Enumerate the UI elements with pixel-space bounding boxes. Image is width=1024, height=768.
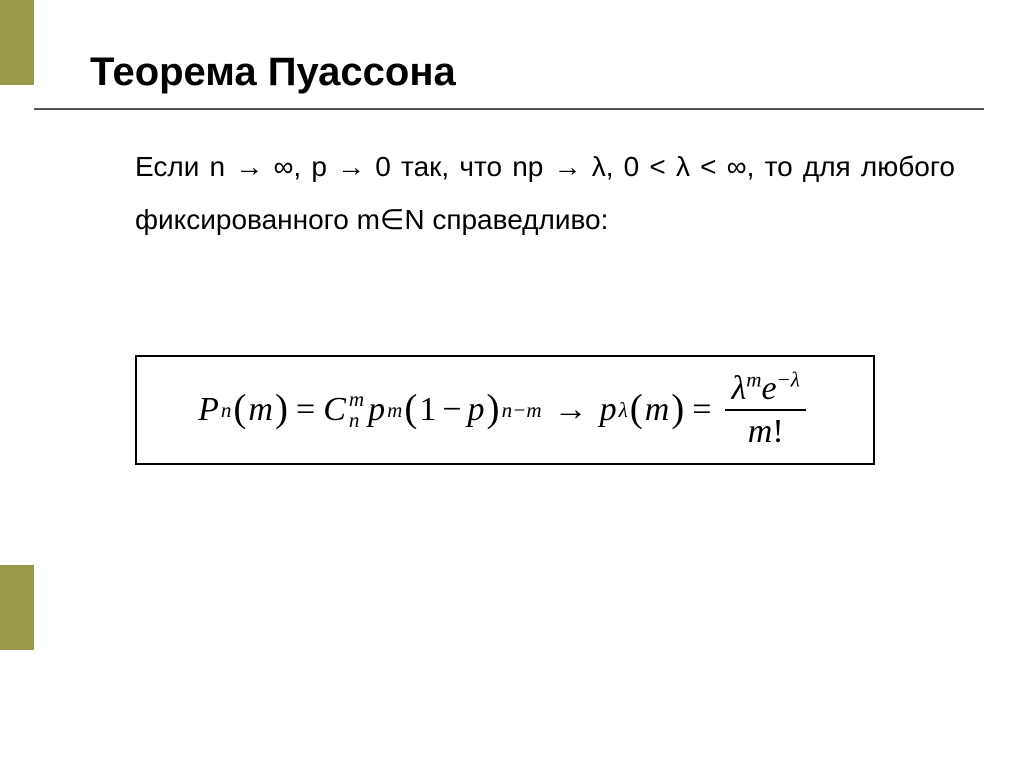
slide-body-text: Если n → ∞, p → 0 так, что np → λ, 0 < λ… bbox=[135, 140, 955, 246]
sym-C-supsub: m n bbox=[349, 389, 364, 431]
sym-m-3: m bbox=[748, 413, 773, 450]
sym-eq-2: = bbox=[692, 391, 711, 429]
sym-arrow: → bbox=[554, 391, 588, 429]
sym-C-sub: n bbox=[349, 410, 364, 431]
accent-bottom-left bbox=[0, 565, 34, 650]
slide: Теорема Пуассона Если n → ∞, p → 0 так, … bbox=[0, 0, 1024, 768]
title-underline bbox=[34, 108, 984, 110]
accent-top-left bbox=[0, 0, 34, 85]
sym-eq-1: = bbox=[296, 391, 315, 429]
paren-close-3: ) bbox=[671, 386, 684, 431]
poisson-fraction: λme−λ m! bbox=[725, 370, 805, 451]
frac-num: λme−λ bbox=[725, 370, 805, 407]
poisson-formula: Pn (m) = C m n pm (1−p)n−m → pλ (m) = λm… bbox=[198, 370, 812, 451]
paren-close-2: ) bbox=[487, 386, 500, 431]
frac-bar bbox=[725, 409, 805, 411]
sym-excl: ! bbox=[772, 413, 783, 450]
sym-P: P bbox=[198, 391, 219, 429]
sym-1mp: 1 bbox=[419, 391, 436, 429]
slide-title: Теорема Пуассона bbox=[90, 50, 456, 95]
paren-close-1: ) bbox=[275, 386, 288, 431]
sym-lambda-sup: m bbox=[746, 367, 761, 391]
sym-m-2: m bbox=[645, 391, 670, 429]
paren-open-2: ( bbox=[404, 386, 417, 431]
frac-den: m! bbox=[742, 413, 790, 450]
paren-open-3: ( bbox=[630, 386, 643, 431]
sym-p: p bbox=[368, 391, 385, 429]
sym-lambda: λ bbox=[731, 370, 746, 407]
sym-p2: p bbox=[468, 391, 485, 429]
sym-e: e bbox=[761, 370, 776, 407]
sym-C-sup: m bbox=[349, 389, 364, 410]
paren-open-1: ( bbox=[233, 386, 246, 431]
sym-e-sup: −λ bbox=[777, 367, 800, 391]
sym-m-1: m bbox=[248, 391, 273, 429]
sym-plam: p bbox=[600, 391, 617, 429]
sym-minus: − bbox=[442, 391, 461, 429]
sym-C: C bbox=[323, 391, 346, 429]
formula-box: Pn (m) = C m n pm (1−p)n−m → pλ (m) = λm… bbox=[135, 355, 875, 465]
